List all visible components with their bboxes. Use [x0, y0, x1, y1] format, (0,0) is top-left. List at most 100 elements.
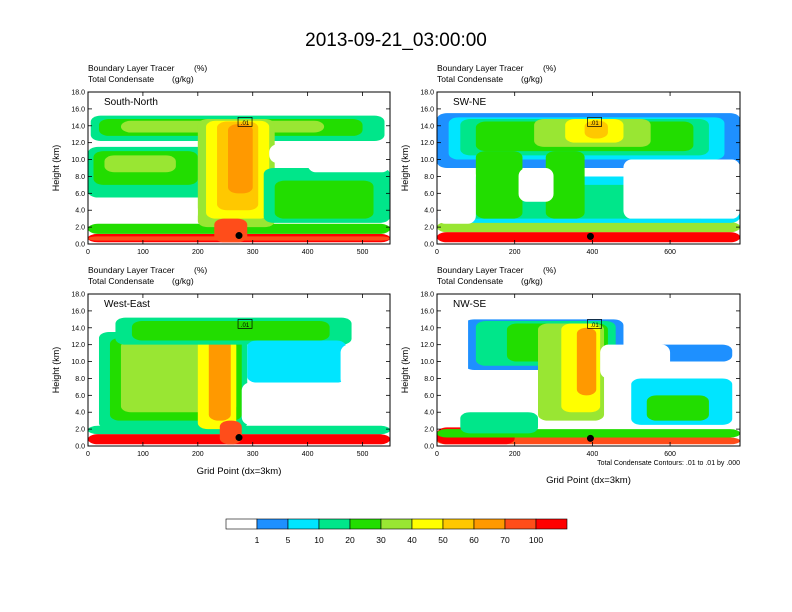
plot-area: .01: [88, 294, 390, 446]
x-tick-label: 200: [192, 451, 204, 458]
y-tick-label: 16.0: [420, 106, 434, 113]
colorbar-label: 30: [376, 535, 386, 545]
x-tick-label: 0: [435, 249, 439, 256]
colorbar-swatch: [287, 518, 320, 530]
y-tick-label: 2.0: [424, 225, 434, 232]
y-tick-label: 16.0: [71, 308, 85, 315]
clear-air-region: [600, 344, 671, 379]
contour-label: .01: [590, 323, 599, 329]
y-tick-label: 8.0: [75, 174, 85, 181]
colorbar-swatch: [318, 518, 351, 530]
field-title-condensate: Total Condensate: [437, 276, 503, 286]
clear-air-region: [241, 382, 390, 425]
x-tick-label: 200: [192, 249, 204, 256]
colorbar-swatch: [256, 518, 289, 530]
x-axis-label: Grid Point (dx=3km): [197, 466, 282, 477]
y-tick-label: 2.0: [75, 427, 85, 434]
x-axis-label: Grid Point (dx=3km): [546, 475, 631, 486]
x-tick-label: 400: [302, 249, 314, 256]
colorbar: 1 5 10 20 30 40 50 60 70 100: [225, 518, 568, 545]
y-tick-label: 18.0: [71, 292, 85, 299]
clear-air-region: [518, 168, 554, 202]
colorbar-swatch: [473, 518, 506, 530]
y-tick-label: 18.0: [420, 90, 434, 97]
y-tick-label: 0.0: [424, 242, 434, 249]
location-marker: [235, 232, 243, 240]
field-unit-condensate: (g/kg): [172, 74, 194, 84]
y-tick-label: 2.0: [424, 427, 434, 434]
x-tick-label: 200: [509, 249, 521, 256]
field-unit-tracer: (%): [543, 265, 556, 275]
panel-nw-se: .01 0.0 2.0 4.0 6.0 8.0 10.0 12.0 14.0 16.0 18.0 0 2…: [400, 265, 741, 486]
y-tick-label: 0.0: [424, 444, 434, 451]
y-tick-label: 8.0: [424, 376, 434, 383]
field-title-condensate: Total Condensate: [437, 74, 503, 84]
colorbar-label: 70: [500, 535, 510, 545]
colorbar-swatch: [504, 518, 537, 530]
y-tick-label: 10.0: [420, 359, 434, 366]
clear-air-region: [437, 294, 469, 413]
x-tick-label: 500: [357, 451, 369, 458]
x-tick-label: 100: [137, 451, 149, 458]
contour-label-box: [237, 117, 253, 127]
y-tick-label: 6.0: [424, 191, 434, 198]
plot-area: .01: [437, 92, 740, 244]
y-tick-label: 16.0: [420, 308, 434, 315]
y-axis-label: Height (km): [51, 145, 61, 192]
tracer-shade: [545, 151, 585, 219]
panel-sw-ne: .01 0.0 2.0 4.0 6.0 8.0 10.0 12.0 14.0 16.0 18.0 0 2…: [400, 63, 741, 256]
tracer-shade: [214, 218, 248, 243]
plot-frame: [436, 91, 741, 245]
x-tick-label: 400: [587, 249, 599, 256]
y-tick-label: 18.0: [71, 90, 85, 97]
colorbar-swatch: [535, 518, 568, 530]
panel-label: NW-SE: [453, 299, 486, 310]
tracer-shade: [475, 151, 523, 219]
field-title-condensate: Total Condensate: [88, 74, 154, 84]
y-tick-label: 6.0: [75, 191, 85, 198]
field-unit-condensate: (g/kg): [521, 276, 543, 286]
tracer-shade: [104, 155, 176, 173]
x-tick-label: 300: [247, 451, 259, 458]
y-tick-label: 10.0: [71, 157, 85, 164]
plot-area: .01: [437, 294, 740, 446]
y-tick-label: 0.0: [75, 242, 85, 249]
colorbar-label: 1: [255, 535, 260, 545]
x-tick-label: 500: [357, 249, 369, 256]
plot-frame: [87, 91, 391, 245]
field-unit-tracer: (%): [543, 63, 556, 73]
x-tick-label: 600: [664, 451, 676, 458]
field-title-tracer: Boundary Layer Tracer: [88, 63, 175, 73]
contour-footnote: Total Condensate Contours: .01 to .01 by…: [597, 460, 740, 467]
y-tick-label: 14.0: [71, 123, 85, 130]
tracer-shade: [576, 327, 597, 396]
location-marker: [235, 434, 243, 442]
tracer-shade: [228, 124, 253, 194]
field-unit-condensate: (g/kg): [172, 276, 194, 286]
x-tick-label: 400: [302, 451, 314, 458]
tracer-shade: [247, 340, 347, 383]
field-title-condensate: Total Condensate: [88, 276, 154, 286]
colorbar-swatch: [380, 518, 413, 530]
contour-label: .01: [241, 121, 250, 127]
tracer-shade: [584, 120, 608, 139]
colorbar-label: 50: [438, 535, 448, 545]
colorbar-label: 5: [286, 535, 291, 545]
location-marker: [586, 434, 594, 442]
x-tick-label: 400: [587, 451, 599, 458]
tracer-shade: [437, 222, 740, 233]
y-axis-label: Height (km): [400, 145, 410, 192]
y-tick-label: 12.0: [71, 342, 85, 349]
colorbar-label: 10: [314, 535, 324, 545]
y-tick-label: 10.0: [420, 157, 434, 164]
y-tick-label: 12.0: [71, 140, 85, 147]
clear-air-region: [340, 344, 390, 387]
clear-air-region: [437, 168, 476, 224]
y-tick-label: 12.0: [420, 140, 434, 147]
y-tick-label: 16.0: [71, 106, 85, 113]
y-axis-label: Height (km): [51, 347, 61, 394]
plot-frame: [436, 293, 741, 447]
panel-south-north: .01 0.0 2.0 4.0 6.0 8.0 10.0 12.0 14.0 16.0 18.0 0 1…: [51, 63, 391, 256]
colorbar-label: 60: [469, 535, 479, 545]
location-marker: [586, 232, 594, 240]
